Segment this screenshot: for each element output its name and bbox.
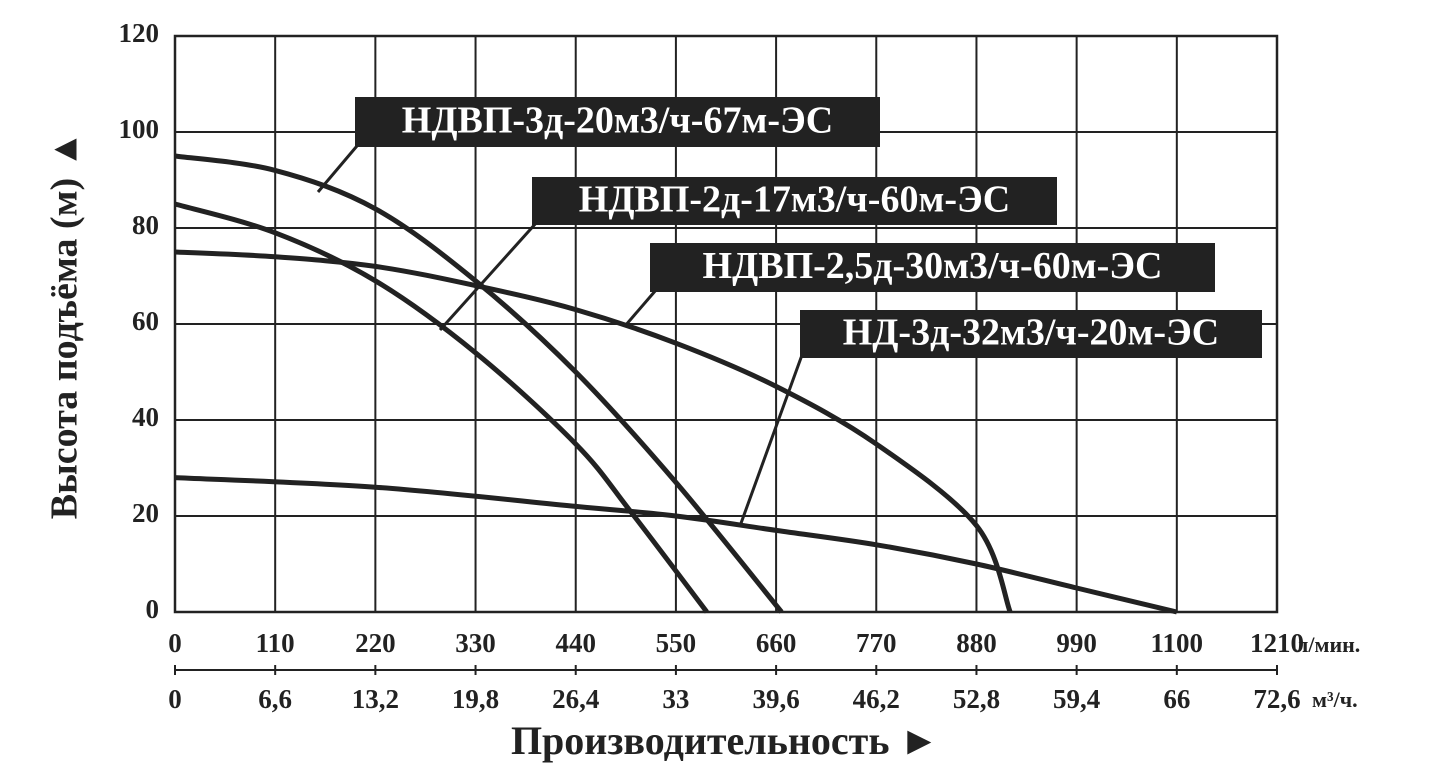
x2-tick-label: 19,8 <box>452 684 499 714</box>
x-tick-label: 660 <box>756 628 797 658</box>
y-axis-label: Высота подъёма (м) ▲ <box>44 131 86 519</box>
x-unit: л/мин. <box>1296 632 1360 657</box>
y-tick-label: 120 <box>119 18 160 48</box>
x2-tick-label: 6,6 <box>258 684 292 714</box>
y-tick-label: 80 <box>132 210 159 240</box>
x-tick-label: 550 <box>656 628 697 658</box>
x2-tick-label: 66 <box>1163 684 1190 714</box>
x-tick-label: 880 <box>956 628 997 658</box>
x-tick-label: 770 <box>856 628 897 658</box>
x2-tick-label: 26,4 <box>552 684 599 714</box>
x2-tick-label: 72,6 <box>1253 684 1300 714</box>
leader-line <box>738 354 804 527</box>
y-tick-label: 20 <box>132 498 159 528</box>
x2-tick-label: 59,4 <box>1053 684 1100 714</box>
pump-curve <box>174 249 1013 613</box>
series-label: НД-3д-32м3/ч-20м-ЭС <box>843 312 1220 354</box>
leader-line <box>623 289 658 327</box>
x-tick-label: 1100 <box>1151 628 1204 658</box>
plot-frame <box>173 34 1279 614</box>
x-tick-label: 220 <box>355 628 396 658</box>
x2-tick-label: 46,2 <box>853 684 900 714</box>
leader-line <box>316 139 364 193</box>
y-tick-label: 100 <box>119 114 160 144</box>
series-label: НДВП-3д-20м3/ч-67м-ЭС <box>402 100 833 142</box>
x-tick-label: 110 <box>256 628 295 658</box>
y-tick-label: 40 <box>132 402 159 432</box>
label-box <box>532 177 1057 225</box>
x-axis-label: Производительность ► <box>511 718 939 763</box>
x2-tick-label: 39,6 <box>752 684 799 714</box>
series-label: НДВП-2д-17м3/ч-60м-ЭС <box>579 179 1010 221</box>
x-tick-label: 990 <box>1056 628 1097 658</box>
series-label: НДВП-2,5д-30м3/ч-60м-ЭС <box>703 245 1163 287</box>
x-tick-label: 0 <box>168 628 182 658</box>
x-tick-label: 1210 <box>1250 628 1304 658</box>
x-tick-label: 440 <box>555 628 596 658</box>
x-tick-label: 330 <box>455 628 496 658</box>
leader-line <box>438 220 539 332</box>
x2-tick-label: 13,2 <box>352 684 399 714</box>
label-box <box>800 310 1262 358</box>
y-tick-label: 60 <box>132 306 159 336</box>
x2-tick-label: 0 <box>168 684 182 714</box>
label-box <box>650 243 1215 292</box>
pump-curve <box>174 201 709 614</box>
x2-tick-label: 33 <box>662 684 689 714</box>
y-tick-label: 0 <box>146 594 160 624</box>
x2-unit: м³/ч. <box>1312 687 1358 712</box>
pump-curve <box>174 475 1178 615</box>
label-box <box>355 97 880 147</box>
x2-tick-label: 52,8 <box>953 684 1000 714</box>
